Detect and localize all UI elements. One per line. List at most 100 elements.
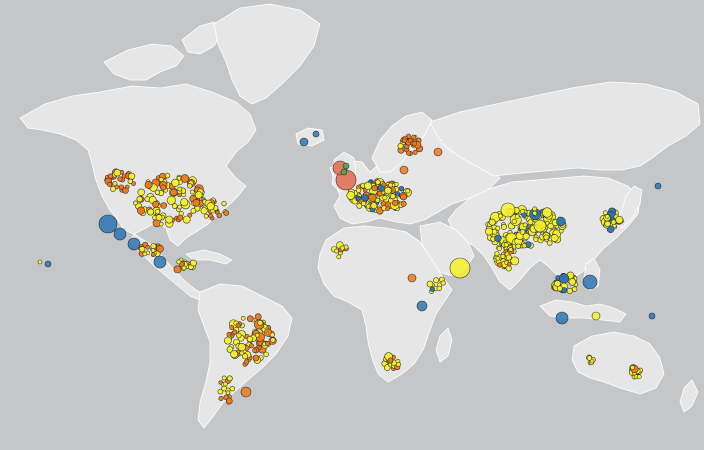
map-marker-yellow[interactable] xyxy=(500,202,516,218)
map-marker-yellow[interactable] xyxy=(449,257,471,279)
map-marker-yellow[interactable] xyxy=(550,234,559,242)
map-marker-yellow[interactable] xyxy=(154,189,161,196)
map-marker-yellow[interactable] xyxy=(155,214,163,222)
map-marker-orange[interactable] xyxy=(401,137,408,144)
map-marker-yellow[interactable] xyxy=(521,243,527,249)
map-marker-orange[interactable] xyxy=(407,273,417,283)
map-marker-orange[interactable] xyxy=(208,213,213,219)
map-marker-yellow[interactable] xyxy=(374,197,380,203)
map-marker-yellow[interactable] xyxy=(158,221,164,227)
map-marker-yellow[interactable] xyxy=(436,285,442,292)
map-marker-yellow[interactable] xyxy=(217,388,224,395)
map-marker-blue[interactable] xyxy=(98,214,118,234)
map-marker-orange[interactable] xyxy=(400,200,407,207)
map-marker-yellow[interactable] xyxy=(336,254,342,260)
map-marker-yellow[interactable] xyxy=(237,343,246,352)
map-marker-yellow[interactable] xyxy=(532,210,538,216)
map-marker-yellow[interactable] xyxy=(242,353,249,360)
map-marker-yellow[interactable] xyxy=(496,246,502,252)
map-marker-yellow[interactable] xyxy=(543,234,550,241)
map-marker-yellow[interactable] xyxy=(433,277,439,284)
map-marker-yellow[interactable] xyxy=(176,175,182,181)
map-marker-yellow[interactable] xyxy=(440,280,446,286)
map-marker-yellow[interactable] xyxy=(239,350,245,356)
map-marker-yellow[interactable] xyxy=(339,245,345,251)
map-marker-yellow[interactable] xyxy=(230,350,238,358)
map-marker-orange[interactable] xyxy=(399,165,409,175)
map-marker-yellow[interactable] xyxy=(355,187,362,194)
map-marker-orange[interactable] xyxy=(246,315,254,323)
markers-layer[interactable] xyxy=(37,130,662,405)
map-marker-yellow[interactable] xyxy=(334,248,339,254)
map-marker-orange[interactable] xyxy=(385,206,390,211)
map-marker-yellow[interactable] xyxy=(136,196,143,203)
map-marker-yellow[interactable] xyxy=(505,254,512,261)
map-marker-yellow[interactable] xyxy=(187,183,193,189)
map-marker-blue[interactable] xyxy=(299,137,309,147)
map-marker-yellow[interactable] xyxy=(171,178,180,187)
map-marker-yellow[interactable] xyxy=(221,375,227,381)
map-marker-blue[interactable] xyxy=(127,237,141,251)
map-marker-yellow[interactable] xyxy=(566,287,573,294)
map-marker-yellow[interactable] xyxy=(395,361,401,367)
map-marker-yellow[interactable] xyxy=(142,251,148,257)
map-marker-yellow[interactable] xyxy=(405,188,411,194)
map-marker-orange[interactable] xyxy=(160,184,167,191)
map-marker-yellow[interactable] xyxy=(189,259,197,267)
map-marker-yellow[interactable] xyxy=(177,204,183,210)
map-marker-yellow[interactable] xyxy=(176,259,182,265)
map-marker-orange[interactable] xyxy=(497,262,503,268)
map-marker-yellow[interactable] xyxy=(154,208,161,215)
map-marker-yellow[interactable] xyxy=(533,219,547,233)
map-marker-yellow[interactable] xyxy=(500,223,507,230)
map-marker-yellow[interactable] xyxy=(110,185,116,192)
map-marker-yellow[interactable] xyxy=(257,319,264,326)
map-marker-yellow[interactable] xyxy=(263,351,269,358)
map-marker-yellow[interactable] xyxy=(522,222,528,228)
map-marker-yellow[interactable] xyxy=(508,247,514,252)
map-marker-blue[interactable] xyxy=(559,273,570,284)
map-marker-orange[interactable] xyxy=(381,182,387,188)
map-marker-yellow[interactable] xyxy=(363,181,373,190)
map-marker-yellow[interactable] xyxy=(497,213,503,219)
map-marker-blue[interactable] xyxy=(44,260,52,268)
map-marker-yellow[interactable] xyxy=(226,375,233,382)
map-marker-yellow[interactable] xyxy=(190,207,197,214)
map-marker-yellow[interactable] xyxy=(519,229,526,235)
map-marker-blue[interactable] xyxy=(429,286,435,292)
map-marker-orange[interactable] xyxy=(244,359,250,365)
map-marker-blue[interactable] xyxy=(556,216,566,227)
map-marker-green[interactable] xyxy=(340,168,348,176)
map-marker-yellow[interactable] xyxy=(586,355,593,361)
map-marker-orange[interactable] xyxy=(216,212,223,219)
map-marker-yellow[interactable] xyxy=(397,143,404,150)
map-marker-orange[interactable] xyxy=(150,252,156,257)
map-marker-orange[interactable] xyxy=(406,150,412,156)
map-marker-yellow[interactable] xyxy=(556,285,563,292)
map-marker-yellow[interactable] xyxy=(132,200,138,206)
map-marker-yellow[interactable] xyxy=(171,203,178,209)
map-marker-yellow[interactable] xyxy=(388,198,394,204)
map-marker-yellow[interactable] xyxy=(229,385,236,392)
map-marker-yellow[interactable] xyxy=(514,214,520,219)
map-marker-yellow[interactable] xyxy=(604,214,610,219)
map-marker-yellow[interactable] xyxy=(139,246,146,253)
map-marker-yellow[interactable] xyxy=(225,390,231,396)
map-marker-yellow[interactable] xyxy=(112,180,118,186)
map-marker-yellow[interactable] xyxy=(246,336,253,343)
map-marker-yellow[interactable] xyxy=(221,201,227,207)
map-marker-yellow[interactable] xyxy=(361,200,367,207)
map-marker-yellow[interactable] xyxy=(495,256,501,261)
map-marker-yellow[interactable] xyxy=(254,332,260,338)
map-marker-orange[interactable] xyxy=(387,357,394,363)
map-marker-orange[interactable] xyxy=(137,206,146,215)
map-marker-blue[interactable] xyxy=(312,130,320,138)
map-marker-orange[interactable] xyxy=(371,185,378,192)
map-marker-yellow[interactable] xyxy=(515,243,521,249)
map-marker-yellow[interactable] xyxy=(206,202,215,211)
map-marker-yellow[interactable] xyxy=(270,337,276,343)
map-marker-orange[interactable] xyxy=(254,313,262,321)
map-marker-yellow[interactable] xyxy=(636,374,642,380)
map-marker-yellow[interactable] xyxy=(382,195,388,201)
